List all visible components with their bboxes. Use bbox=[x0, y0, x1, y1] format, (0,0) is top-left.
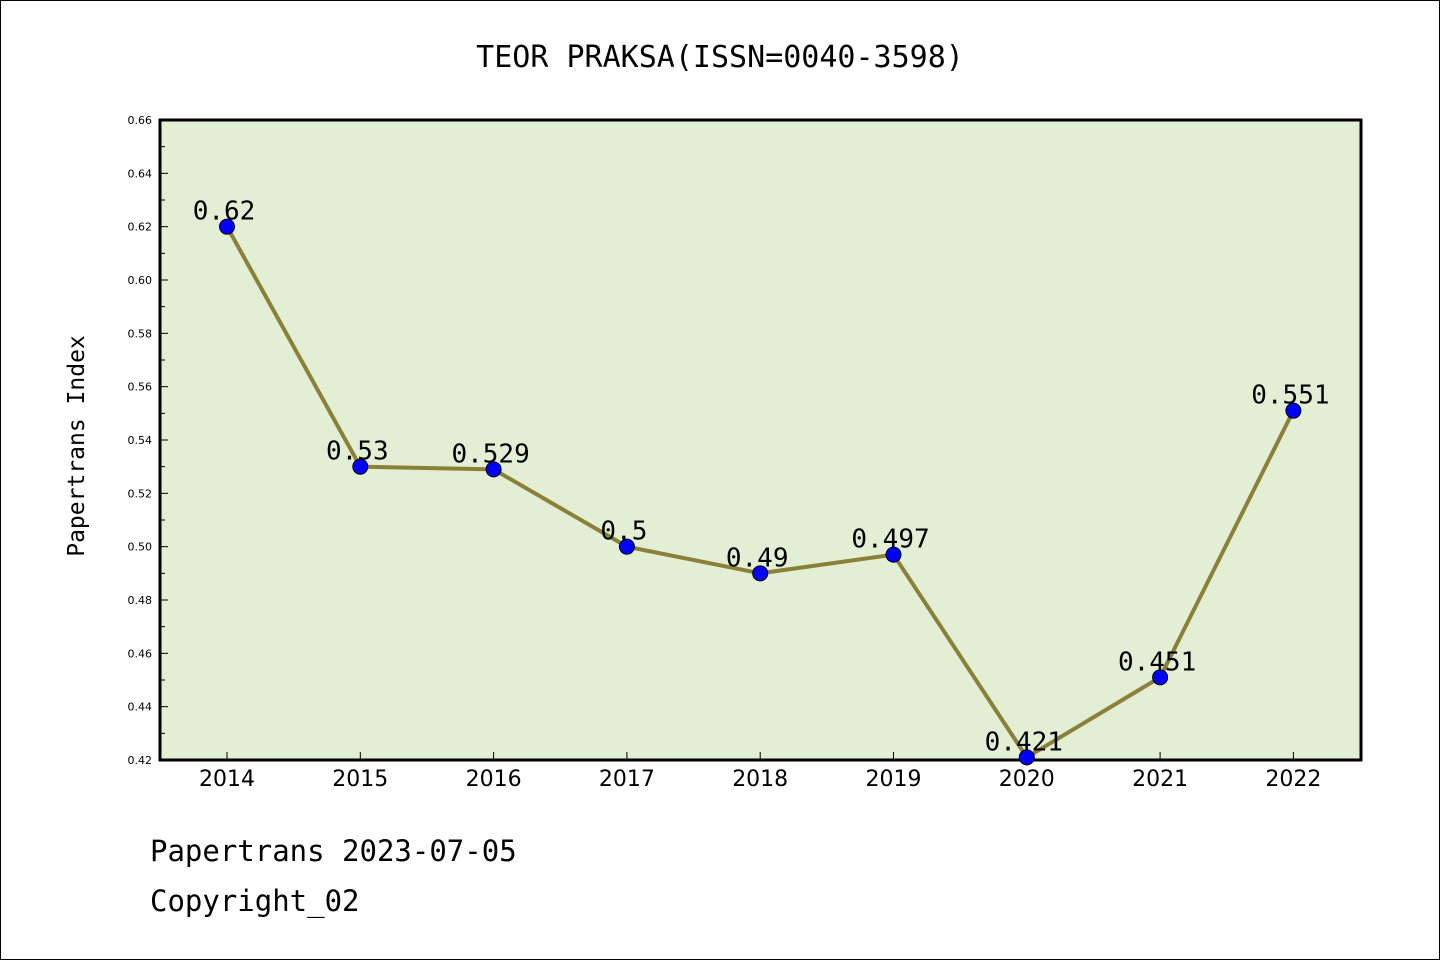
data-point bbox=[219, 218, 235, 235]
x-axis: 2014 2015 2016 2017 2018 2019 2020 2021 2022 bbox=[199, 752, 1321, 792]
x-tick-label: 2022 bbox=[1265, 767, 1321, 792]
data-label: 0.529 bbox=[451, 439, 529, 469]
data-point bbox=[752, 565, 769, 582]
data-label: 0.53 bbox=[326, 437, 389, 467]
data-point bbox=[1152, 669, 1169, 686]
data-label: 0.451 bbox=[1118, 647, 1196, 677]
y-tick-label: 0.62 bbox=[128, 221, 153, 234]
x-tick-label: 2019 bbox=[866, 767, 922, 792]
y-tick-label: 0.56 bbox=[128, 381, 153, 394]
y-tick-label: 0.48 bbox=[128, 594, 153, 607]
x-tick-label: 2017 bbox=[599, 767, 655, 792]
x-tick-label: 2016 bbox=[466, 767, 522, 792]
y-tick-label: 0.44 bbox=[128, 701, 153, 714]
data-point bbox=[885, 546, 902, 563]
footer-date: Papertrans 2023-07-05 bbox=[150, 834, 517, 868]
data-label: 0.551 bbox=[1251, 381, 1329, 411]
plot-area bbox=[158, 118, 1363, 762]
data-label: 0.62 bbox=[193, 197, 256, 227]
data-label: 0.5 bbox=[600, 517, 647, 547]
y-tick-label: 0.46 bbox=[128, 647, 153, 660]
data-point bbox=[1285, 402, 1302, 419]
data-point bbox=[1018, 749, 1035, 766]
data-label: 0.421 bbox=[985, 727, 1063, 757]
x-tick-label: 2015 bbox=[332, 767, 388, 792]
x-tick-label: 2021 bbox=[1132, 767, 1188, 792]
footer-copyright: Copyright_02 bbox=[150, 884, 360, 918]
chart-title: TEOR PRAKSA(ISSN=0040-3598) bbox=[476, 40, 964, 75]
x-tick-label: 2020 bbox=[999, 767, 1055, 792]
y-tick-label: 0.52 bbox=[128, 487, 153, 500]
y-tick-label: 0.64 bbox=[128, 167, 153, 180]
x-tick-label: 2018 bbox=[732, 767, 788, 792]
y-tick-label: 0.50 bbox=[128, 541, 153, 554]
data-labels: 0.62 0.53 0.529 0.5 0.49 0.497 0.421 0.451 0.551 bbox=[193, 197, 1330, 758]
data-point bbox=[618, 538, 635, 555]
y-tick-label: 0.54 bbox=[128, 434, 153, 447]
data-label: 0.497 bbox=[851, 525, 929, 555]
y-axis-label: Papertrans Index bbox=[64, 335, 90, 557]
data-point bbox=[352, 458, 369, 475]
y-tick-label: 0.66 bbox=[128, 114, 153, 127]
y-tick-label: 0.60 bbox=[128, 274, 153, 287]
data-label: 0.49 bbox=[726, 543, 789, 573]
y-tick-label: 0.58 bbox=[128, 327, 153, 340]
y-axis: 0.42 0.44 0.46 0.48 0.50 0.52 0.54 0.56 0.58 0.60… bbox=[128, 114, 168, 767]
y-tick-label: 0.42 bbox=[128, 754, 153, 767]
series-papertrans-index bbox=[219, 218, 1302, 766]
data-point bbox=[485, 461, 502, 478]
x-tick-label: 2014 bbox=[199, 767, 255, 792]
